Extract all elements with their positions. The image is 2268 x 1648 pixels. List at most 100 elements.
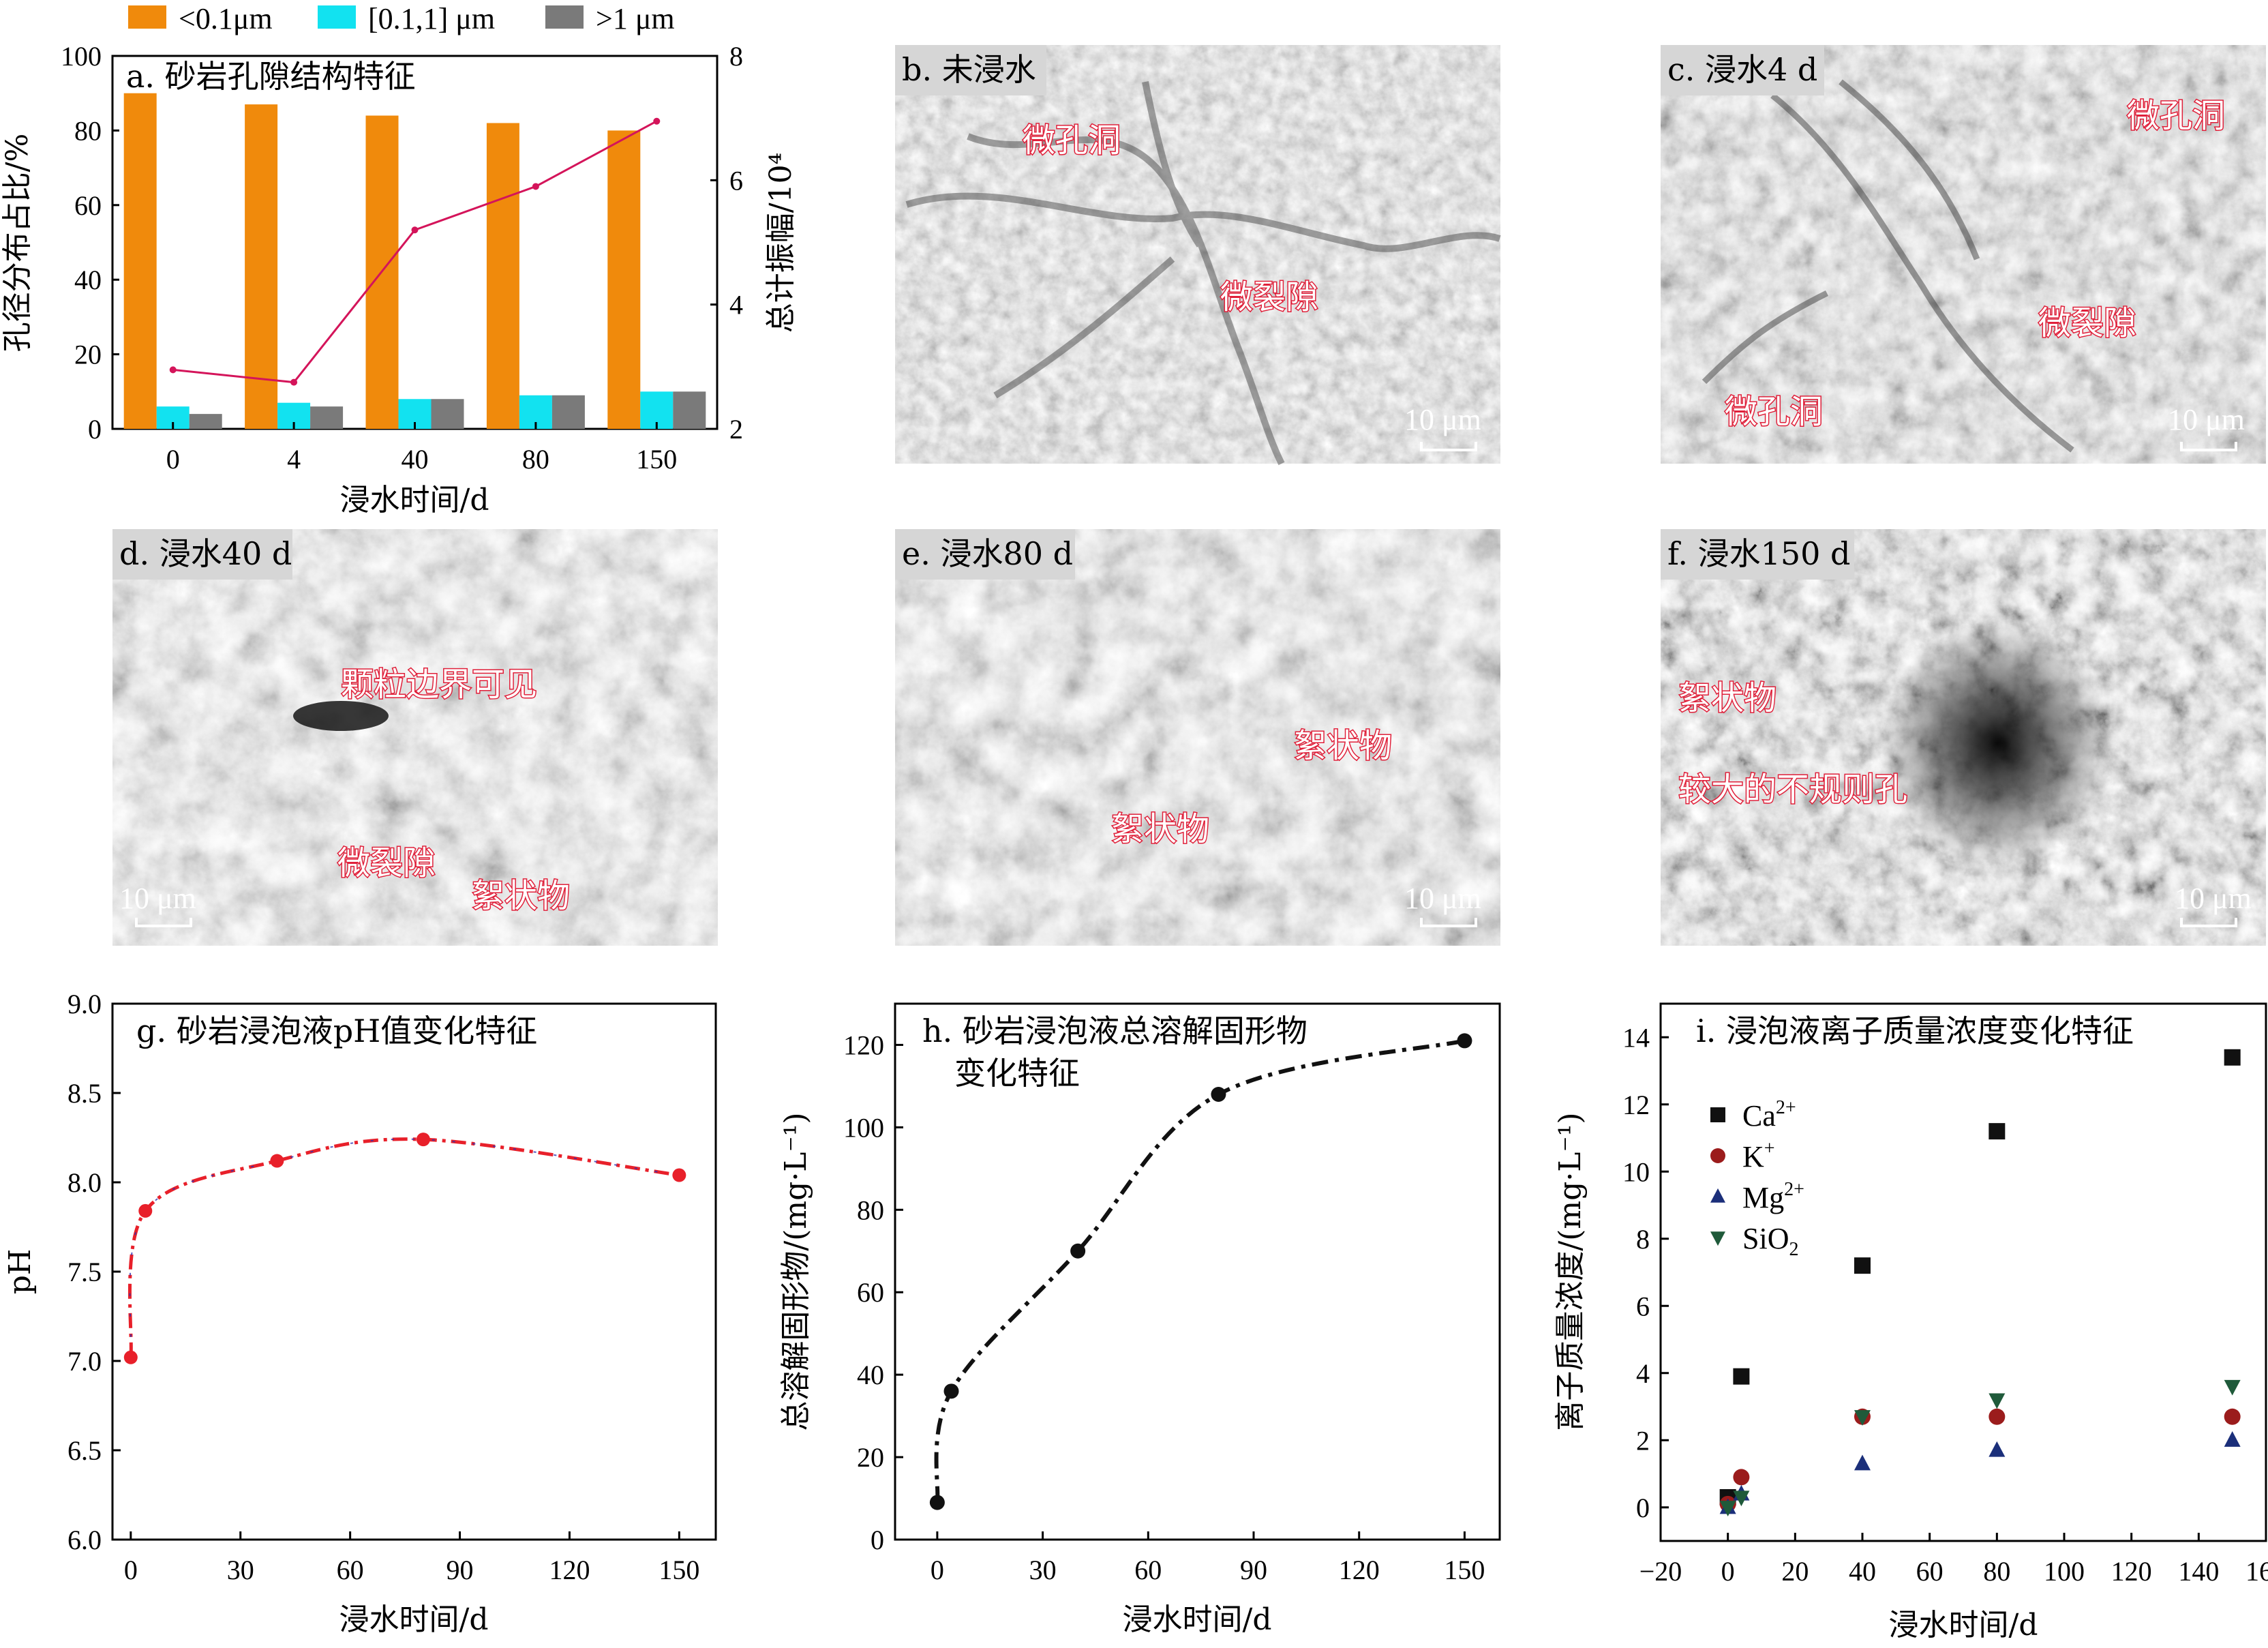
x-tick-label-h-90: 90 — [1240, 1555, 1267, 1585]
y-tick-label-i-4: 4 — [1636, 1358, 1650, 1389]
sem-label-box-d — [112, 529, 292, 580]
legend-label-medium: [0.1,1] μm — [368, 2, 495, 35]
ion-point-2-150 — [2224, 1431, 2241, 1447]
bar-0-4 — [245, 104, 278, 430]
ion-point-3-150 — [2224, 1379, 2241, 1396]
x-axis-label-g: 浸水时间/d — [339, 1602, 489, 1637]
scale-bar-label-e: 10 μm — [1404, 882, 1481, 915]
scale-bar-c — [2180, 442, 2237, 451]
plot-frame-h — [894, 1002, 1501, 1541]
tds-point-150 — [1457, 1033, 1472, 1049]
sem-panel-b: b. 未浸水 微孔洞 微裂隙 10 μm — [895, 45, 1501, 466]
bar-2-4 — [310, 406, 344, 429]
y-tick-label-i-0: 0 — [1636, 1493, 1650, 1523]
panel-a: <0.1μm [0.1,1] μm >1 μm a. 砂岩孔隙结构特征 0 4 40… — [0, 2, 798, 518]
y-tick-label-h-80: 80 — [857, 1195, 884, 1225]
y-tick-label-i-10: 10 — [1622, 1156, 1650, 1187]
sem-image-d — [112, 529, 718, 946]
tds-point-40 — [1070, 1243, 1086, 1259]
sem-label-c: c. 浸水4 d — [1667, 51, 1817, 88]
x-tick-label-g-150: 150 — [659, 1555, 699, 1585]
ticks-h: 0 30 60 90 120 150 0 20 40 60 80 100 120 — [843, 1030, 1485, 1585]
scale-bar-label-c: 10 μm — [2168, 403, 2245, 436]
legend-label-i-1: K+ — [1742, 1138, 1775, 1173]
amplitude-point-4 — [290, 378, 298, 386]
x-axis-label-i: 浸水时间/d — [1889, 1608, 2038, 1643]
x-tick-label-g-120: 120 — [549, 1555, 590, 1585]
ion-point-1-80 — [1989, 1408, 2006, 1425]
ph-point-0 — [123, 1350, 138, 1364]
x-tick-label-i-80: 80 — [1983, 1556, 2010, 1587]
amplitude-point-0 — [169, 366, 177, 374]
scale-bar-e — [1420, 918, 1477, 927]
sem-annotation-b-2: 微裂隙 — [1220, 278, 1318, 316]
y-tick-label-a-20: 20 — [74, 340, 102, 370]
legend-label-i-0: Ca2+ — [1742, 1097, 1796, 1133]
bar-0-150 — [607, 130, 641, 429]
ion-point-3-4 — [1733, 1490, 1750, 1507]
ticks-g: 0 30 60 90 120 150 6.0 6.5 7.0 7.5 8.0 8.5 9.0 — [67, 989, 699, 1585]
ph-point-40 — [270, 1154, 284, 1168]
ion-point-0-80 — [1989, 1123, 2006, 1140]
sem-annotation-e-1: 絮状物 — [1294, 727, 1392, 765]
y-tick-label-a-60: 60 — [74, 190, 102, 221]
ph-point-4 — [138, 1203, 153, 1218]
ion-point-1-150 — [2224, 1408, 2241, 1425]
tds-point-80 — [1211, 1087, 1226, 1103]
x-tick-label-h-30: 30 — [1029, 1555, 1057, 1585]
ion-point-2-80 — [1989, 1441, 2006, 1457]
bar-0-0 — [123, 93, 157, 429]
x-tick-label-i-140: 140 — [2178, 1556, 2219, 1587]
ion-point-0-40 — [1854, 1257, 1871, 1274]
y2-tick-label-a-2: 2 — [729, 414, 743, 445]
ticks-i: −20 0 20 40 60 80 100 120 140 160 0 2 4 6 8 10 12 14 — [1622, 1022, 2268, 1587]
x-tick-label-h-120: 120 — [1339, 1555, 1380, 1585]
y2-axis-label-a: 总计振幅/10⁴ — [763, 153, 798, 333]
ph-line — [127, 1137, 680, 1358]
sem-annotation-b-1: 微孔洞 — [1023, 121, 1121, 160]
sem-annotation-d-2: 微裂隙 — [337, 844, 436, 882]
x-tick-label-g-60: 60 — [337, 1555, 364, 1585]
x-axis-label-a: 浸水时间/d — [340, 483, 489, 518]
panel-title-a: a. 砂岩孔隙结构特征 — [126, 58, 416, 95]
ion-point-1-4 — [1733, 1469, 1750, 1486]
y-tick-label-h-100: 100 — [843, 1112, 884, 1143]
ion-point-2-40 — [1854, 1454, 1871, 1471]
amplitude-point-150 — [653, 117, 661, 125]
legend-label-i-2: Mg2+ — [1742, 1179, 1804, 1214]
sem-annotation-c-3: 微孔洞 — [1725, 393, 1823, 431]
sem-panel-d: d. 浸水40 d 颗粒边界可见 微裂隙 絮状物 10 μm — [112, 529, 718, 946]
amplitude-point-80 — [532, 183, 539, 190]
ph-line-accent — [129, 1138, 680, 1358]
x-tick-label-i--20: −20 — [1639, 1556, 1682, 1587]
x-tick-label-a-80: 80 — [522, 444, 549, 475]
y2-tick-label-a-4: 4 — [729, 290, 743, 320]
sem-image-e — [895, 529, 1500, 946]
sem-label-box-b — [895, 45, 1046, 95]
sem-label-d: d. 浸水40 d — [119, 535, 292, 572]
tds-point-0 — [929, 1495, 945, 1510]
sem-panel-e: e. 浸水80 d 絮状物 絮状物 10 μm — [895, 529, 1500, 946]
panel-g: g. 砂岩浸泡液pH值变化特征 0 30 60 90 120 150 6.0 6.5 7.0 7.… — [3, 989, 717, 1637]
sem-annotation-f-2: 较大的不规则孔 — [1678, 770, 1907, 809]
y-tick-label-h-60: 60 — [857, 1277, 884, 1308]
scale-bar-d — [135, 918, 192, 927]
sem-texture-c — [1702, 79, 2074, 453]
ion-point-3-0 — [1719, 1501, 1736, 1516]
scale-bar-label-d: 10 μm — [119, 882, 196, 915]
sem-pore-f — [1881, 620, 2113, 866]
x-tick-label-i-100: 100 — [2044, 1556, 2085, 1587]
x-tick-label-g-0: 0 — [124, 1555, 138, 1585]
sem-annotation-e-2: 絮状物 — [1111, 810, 1209, 848]
legend-label-coarse: >1 μm — [596, 2, 675, 35]
sem-annotation-c-2: 微裂隙 — [2038, 304, 2136, 342]
x-tick-label-g-90: 90 — [447, 1555, 474, 1585]
sem-label-box-c — [1661, 45, 1824, 95]
sem-annotation-d-3: 絮状物 — [472, 877, 570, 915]
sem-panel-f: f. 浸水150 d 絮状物 较大的不规则孔 10 μm — [1661, 529, 2266, 946]
ion-point-0-150 — [2224, 1049, 2241, 1066]
panel-title-h-line1: h. 砂岩浸泡液总溶解固形物 — [922, 1013, 1307, 1049]
y-tick-label-a-100: 100 — [61, 41, 102, 72]
y2-tick-label-a-6: 6 — [729, 165, 743, 196]
